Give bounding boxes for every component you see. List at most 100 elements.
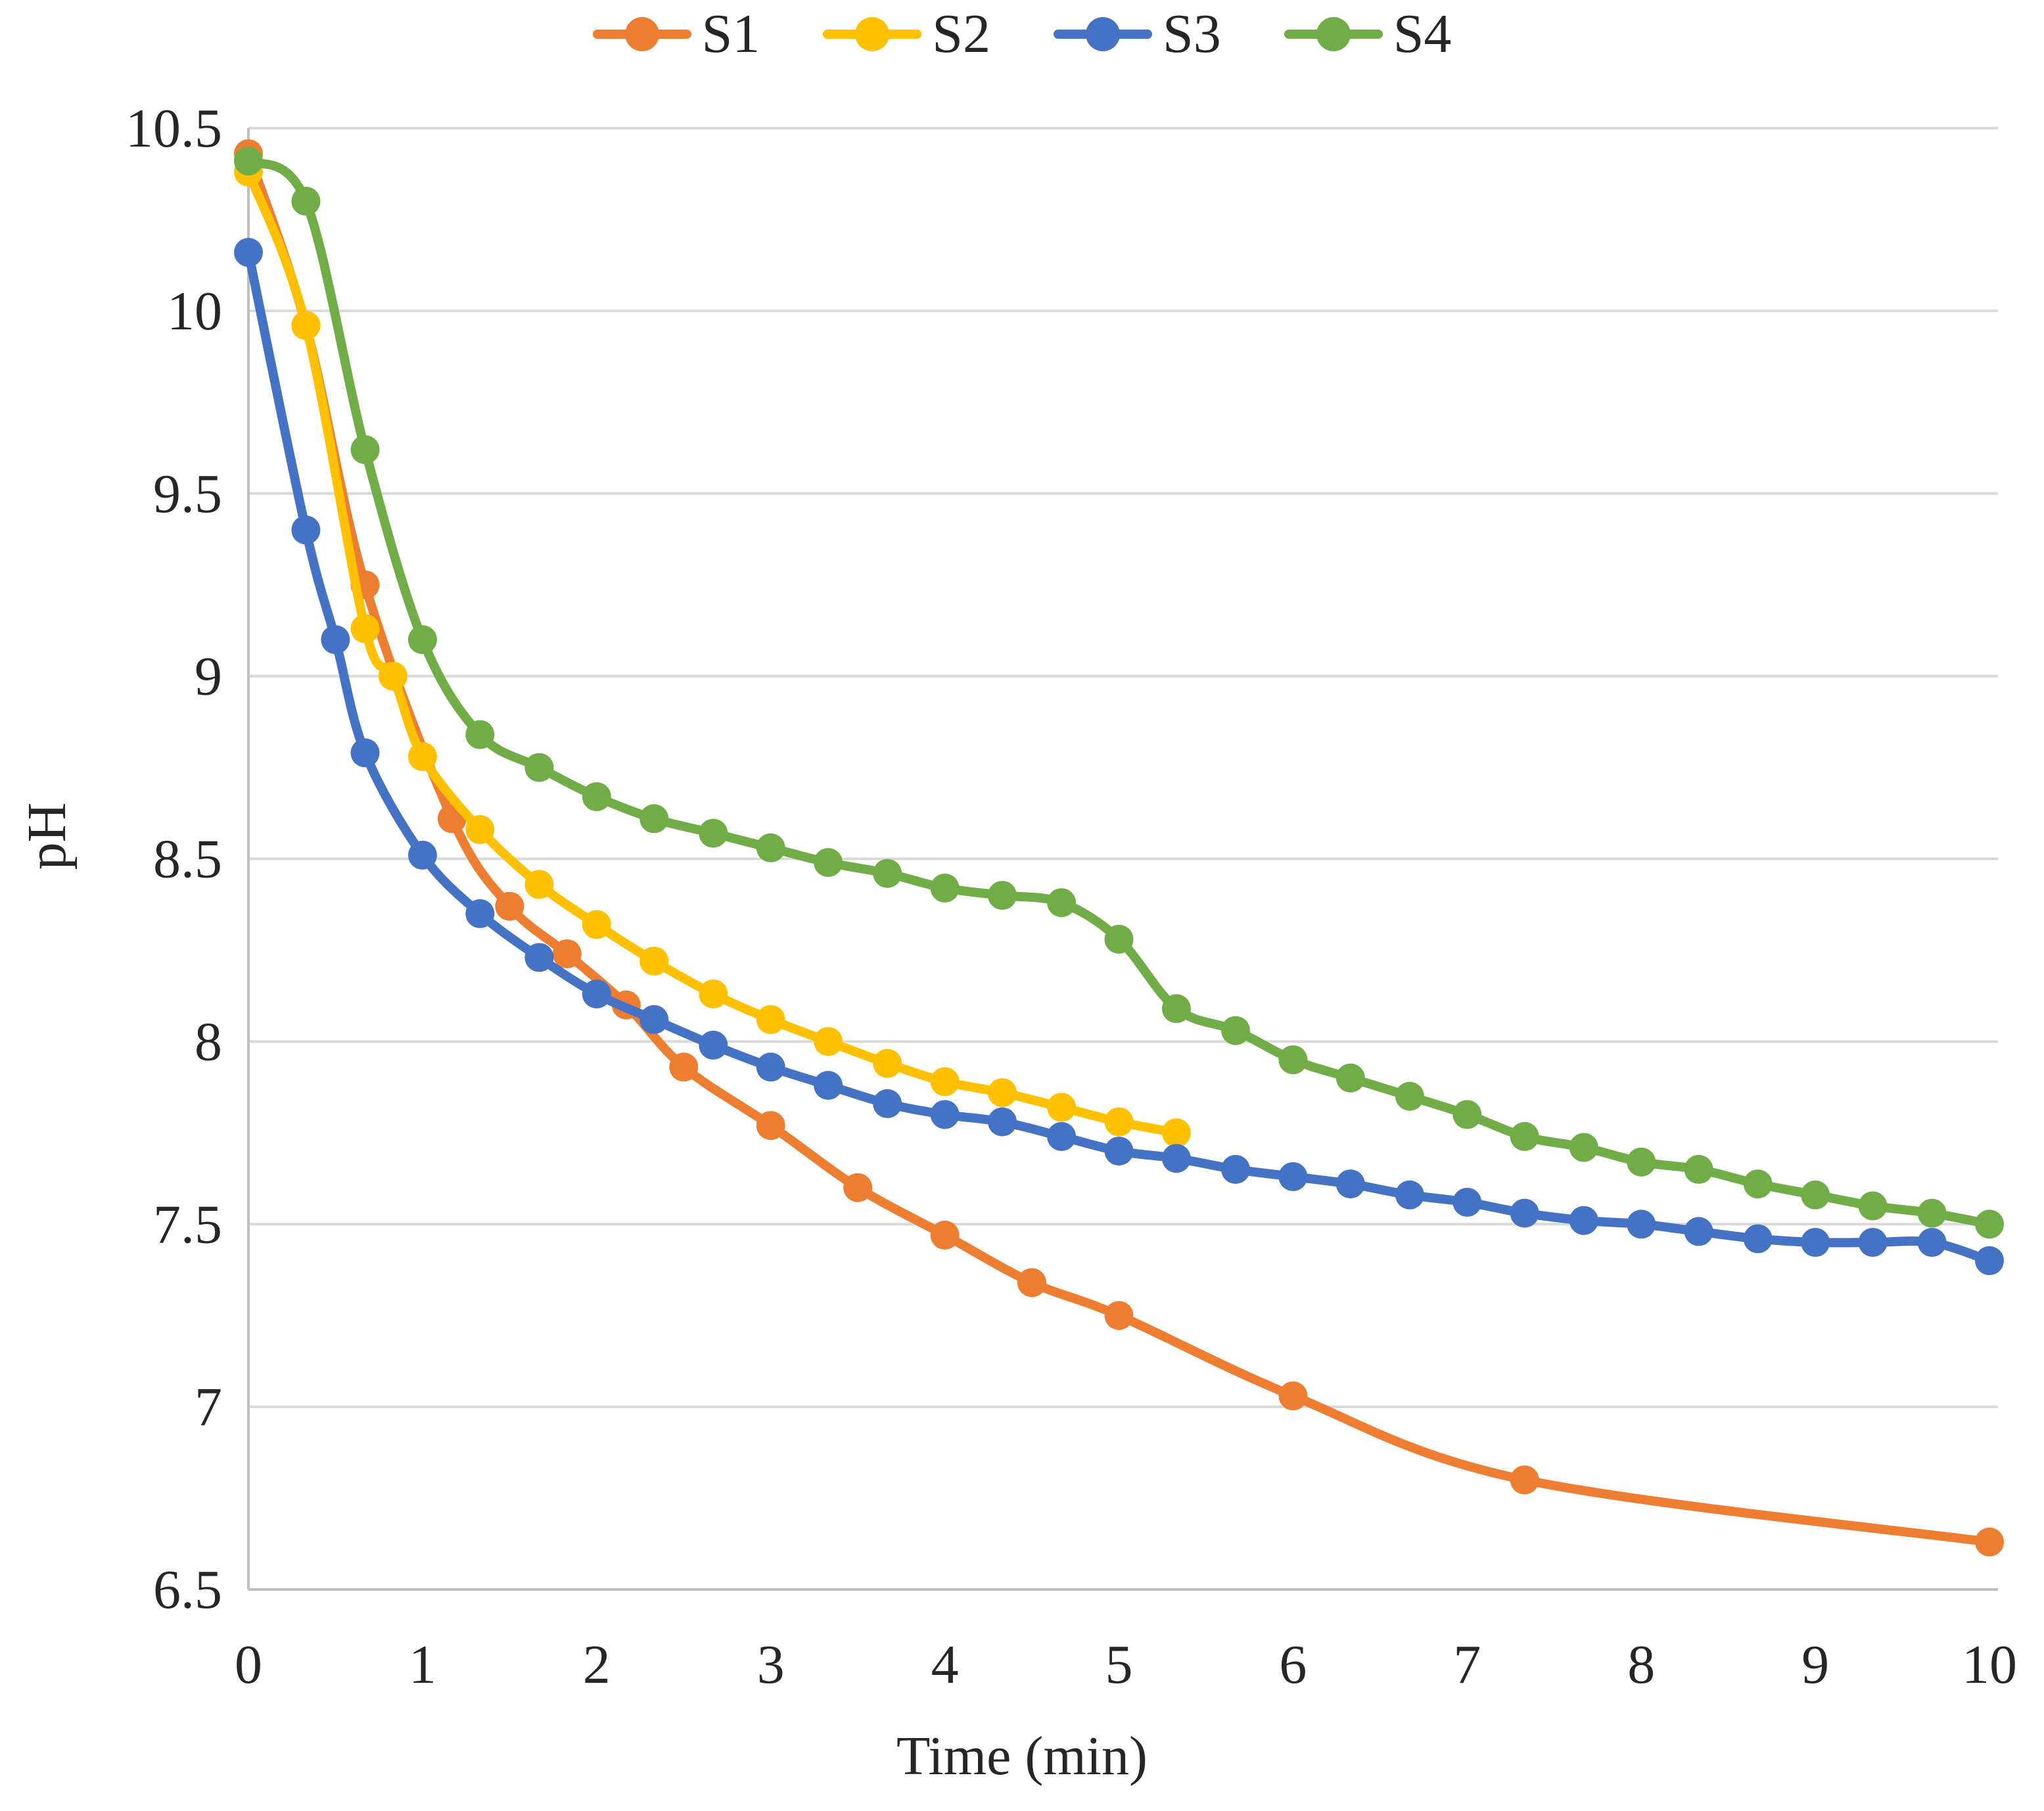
series-S3-point-25 [1627,1210,1656,1239]
series-S3-point-20 [1336,1169,1365,1199]
legend-label: S3 [1163,3,1221,64]
legend-dot [1316,17,1351,51]
series-S3-point-3 [350,738,380,768]
series-S3-point-17 [1161,1144,1191,1173]
x-axis-title: Time (min) [896,1726,1148,1787]
series-S4-point-11 [873,858,902,888]
x-tick-label-9: 9 [1801,1634,1829,1695]
series-S3-point-19 [1278,1162,1308,1191]
legend-item-S3: S3 [1054,7,1221,62]
series-S2-point-15 [1047,1093,1077,1122]
legend-item-S2: S2 [823,7,990,62]
legend-marker-icon [1284,17,1383,51]
series-S4-point-17 [1221,1016,1250,1045]
series-S1-point-7 [669,1052,699,1082]
series-S2-point-2 [350,614,380,644]
series-S2-point-9 [699,979,728,1009]
series-S4-point-21 [1452,1100,1482,1129]
x-tick-label-4: 4 [931,1634,959,1695]
series-S1-point-10 [930,1220,960,1250]
x-tick-label-1: 1 [409,1634,436,1695]
series-S3-point-13 [930,1100,960,1129]
series-S4-point-29 [1917,1198,1947,1228]
legend-item-S1: S1 [592,3,760,64]
series-line-S3 [244,248,1994,1265]
series-S2-point-10 [756,1005,785,1034]
series-S4-point-15 [1104,924,1134,954]
x-tick-label-7: 7 [1453,1634,1481,1695]
y-tick-label-6.5: 6.5 [153,1559,222,1620]
series-S4-point-30 [1975,1210,2004,1239]
series-S3-point-26 [1684,1217,1713,1246]
series-S4-point-5 [524,753,554,782]
y-tick-label-9.5: 9.5 [153,463,222,525]
series-S2-point-5 [465,815,495,844]
series-S4-point-0 [234,147,263,176]
y-tick-label-7.5: 7.5 [153,1194,222,1255]
legend-dot [1086,17,1120,51]
series-S4-point-28 [1858,1191,1888,1221]
series-S4-point-1 [291,187,321,216]
series-S3-point-10 [756,1052,785,1082]
x-tick-label-2: 2 [583,1634,611,1695]
series-S4-point-24 [1627,1147,1656,1177]
legend-marker-icon [592,17,691,51]
series-S4-point-12 [930,874,960,903]
series-S2-point-17 [1161,1118,1191,1148]
series-S3-point-1 [291,515,321,545]
series-S3-point-7 [582,979,611,1009]
series-S2-point-7 [582,910,611,939]
series-S3-point-4 [407,840,437,870]
chart-legend: S1 S2 S3 S4 [0,7,2044,62]
series-S3-point-9 [699,1030,728,1060]
series-S4-point-22 [1510,1121,1539,1151]
series-S4-point-13 [988,881,1017,910]
series-S1-point-15 [1975,1527,2004,1557]
y-axis-title: pH [16,802,78,870]
y-tick-label-7: 7 [195,1376,222,1438]
series-S1-point-5 [552,939,582,968]
series-S2-point-16 [1104,1107,1134,1137]
series-S3-point-15 [1047,1121,1077,1151]
series-S3-point-6 [524,943,554,972]
series-S4-point-6 [582,782,611,811]
series-S1-point-14 [1510,1465,1539,1495]
series-S2-point-1 [291,311,321,341]
series-S4-point-3 [407,625,437,655]
legend-label: S1 [701,3,760,64]
series-S3-point-27 [1743,1224,1773,1254]
series-S4-point-26 [1743,1169,1773,1199]
series-S3-point-2 [321,625,350,655]
series-S1-point-11 [1017,1268,1046,1298]
series-S2-point-11 [814,1027,843,1056]
x-tick-label-10: 10 [1962,1634,2017,1695]
series-S2-point-14 [988,1078,1017,1108]
legend-marker-icon [823,17,922,51]
series-S3-point-23 [1510,1198,1539,1228]
series-S2-point-12 [873,1048,902,1078]
series-S3-point-14 [988,1107,1017,1137]
legend-dot [624,17,659,51]
series-S2-point-4 [407,741,437,771]
series-S4-point-8 [699,818,728,848]
series-S4-point-2 [350,435,380,465]
y-tick-label-8: 8 [195,1011,222,1072]
series-S1-point-9 [843,1173,873,1202]
x-tick-label-0: 0 [235,1634,262,1695]
series-S4-point-23 [1569,1133,1598,1162]
series-S3-point-31 [1975,1246,2004,1275]
series-S3-point-5 [465,899,495,928]
series-S3-point-12 [873,1089,902,1118]
x-tick-label-8: 8 [1627,1634,1655,1695]
series-S2-point-13 [930,1067,960,1096]
y-tick-label-10: 10 [167,281,222,342]
series-line-S4 [244,156,1994,1229]
y-tick-label-8.5: 8.5 [153,829,222,890]
series-S3-point-24 [1569,1206,1598,1235]
series-S4-point-9 [756,833,785,862]
series-S4-point-25 [1684,1154,1713,1184]
series-S2-point-3 [378,661,407,691]
series-S4-point-27 [1801,1180,1830,1210]
series-S1-point-4 [495,891,524,921]
